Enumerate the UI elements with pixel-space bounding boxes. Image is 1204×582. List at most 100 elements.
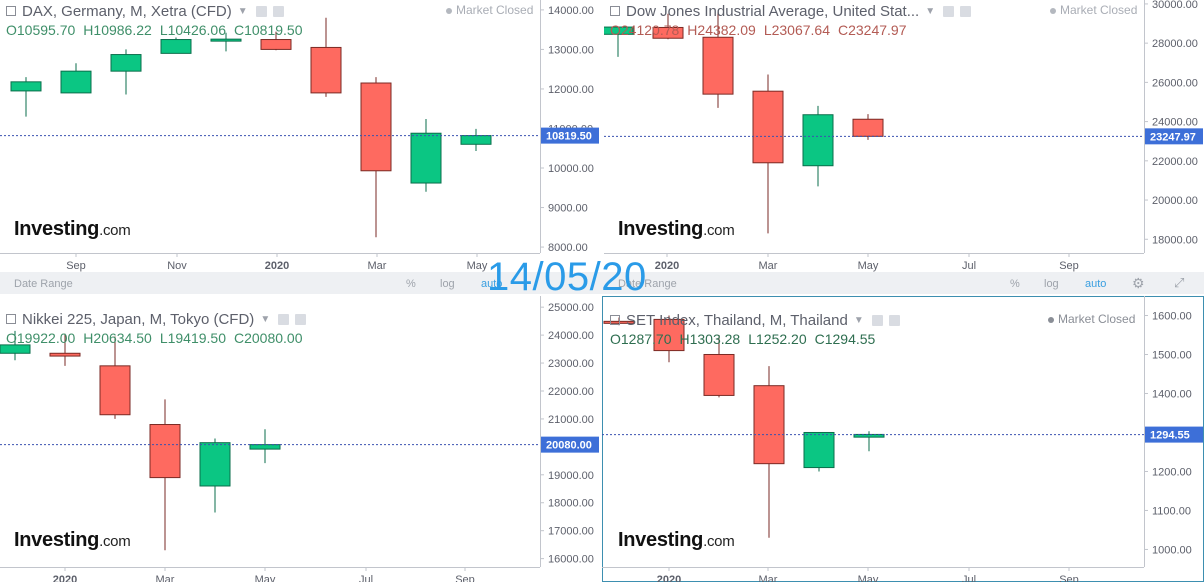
auto-toggle[interactable]: auto [1085,278,1107,290]
chart-svg-set[interactable]: 1000.001100.001200.001300.001400.001500.… [602,296,1204,582]
y-tick-label: 22000.00 [1152,156,1198,168]
ohlc-open: O19922.00 [6,330,76,346]
chart-title[interactable]: Nikkei 225, Japan, M, Tokyo (CFD) [22,310,255,328]
close-icon[interactable] [888,314,900,326]
x-tick-label: Sep [455,574,475,582]
status-dot-icon [1048,316,1054,323]
y-tick-label: 28000.00 [1152,38,1198,50]
investing-logo: Investing.com [14,529,131,551]
close-icon[interactable] [272,5,284,17]
x-tick-label: Mar [368,260,387,272]
ohlc-readout: O19922.00 H20634.50 L19419.50 C20080.00 [6,330,311,346]
ohlc-low: L10426.06 [159,22,226,38]
candle-up [802,114,834,167]
x-tick-label: 2020 [657,574,681,582]
candle-down [49,352,81,357]
y-tick-label: 9000.00 [548,203,588,215]
investing-logo: Investing.com [14,218,131,240]
investing-logo: Investing.com [618,218,735,240]
chart-toolbar: Date Range % log auto Date Range % log a… [0,272,1204,294]
auto-toggle[interactable]: auto [481,278,503,290]
ohlc-high: H24382.09 [687,22,756,38]
settings-icon[interactable] [943,5,955,17]
chevron-down-icon[interactable]: ▼ [853,314,864,326]
chart-panel-nikkei[interactable]: 16000.0017000.0018000.0019000.0020000.00… [0,296,600,582]
y-tick-label: 1100.00 [1152,505,1191,517]
fullscreen-icon[interactable]: ⤢ [1174,275,1185,290]
y-tick-label: 1200.00 [1152,466,1192,478]
close-icon[interactable] [295,313,307,325]
y-tick-label: 18000.00 [548,498,594,510]
percent-toggle[interactable]: % [1010,278,1020,290]
log-toggle[interactable]: log [1044,278,1059,290]
gear-icon[interactable]: ⚙ [1132,275,1145,291]
candle-down [652,26,684,39]
chevron-down-icon[interactable]: ▼ [237,5,248,17]
market-status: Market Closed [446,3,533,17]
chart-title[interactable]: DAX, Germany, M, Xetra (CFD) [22,2,232,20]
chart-panel-dax[interactable]: 8000.009000.0010000.0011000.0012000.0013… [0,0,600,272]
status-dot-icon [446,7,452,14]
last-price-label: 23247.97 [1150,131,1196,143]
candle-down [260,39,292,50]
percent-toggle[interactable]: % [406,278,416,290]
ohlc-close: C1294.55 [814,331,876,347]
ohlc-close: C10819.50 [234,22,303,38]
candle-down [752,90,784,164]
y-tick-label: 19000.00 [548,470,594,482]
close-icon[interactable] [960,5,972,17]
candle-up [160,39,192,54]
date-range-button[interactable]: Date Range [618,278,677,290]
chevron-down-icon[interactable]: ▼ [260,313,271,325]
candle-up [853,433,885,438]
candle-up [210,38,242,42]
candle-up [410,132,442,184]
x-tick-label: Nov [167,260,187,272]
x-tick-label: Sep [1059,574,1079,582]
ohlc-open: O10595.70 [6,22,76,38]
candle-down [310,46,342,94]
market-status: Market Closed [1048,312,1135,326]
chart-panel-dji[interactable]: 18000.00 20000.00 22000.00 24000.00 26000.00… [604,0,1204,272]
y-tick-label: 26000.00 [1152,77,1198,89]
chart-panel-set[interactable]: 1000.001100.001200.001300.001400.001500.… [602,296,1204,582]
settings-icon[interactable] [871,314,883,326]
market-status: Market Closed [1050,3,1137,17]
chart-svg-dji[interactable]: 18000.00 20000.00 22000.00 24000.00 26000.00… [604,0,1204,272]
ohlc-low: L1252.20 [748,331,807,347]
chart-title[interactable]: Dow Jones Industrial Average, United Sta… [626,2,920,20]
ohlc-close: C23247.97 [838,22,907,38]
candle-down [702,36,734,95]
y-tick-label: 1400.00 [1152,388,1192,400]
log-toggle[interactable]: log [440,278,455,290]
last-price-tag [541,127,599,144]
collapse-icon[interactable] [6,314,16,324]
candle-up [249,444,281,450]
chart-svg-dax[interactable]: 8000.009000.0010000.0011000.0012000.0013… [0,0,600,272]
collapse-icon[interactable] [610,315,620,325]
x-tick-label: 2020 [53,574,77,582]
ohlc-high: H10986.22 [83,22,152,38]
y-tick-label: 1600.00 [1152,310,1192,322]
date-range-button[interactable]: Date Range [14,278,73,290]
ohlc-low: L23067.64 [763,22,830,38]
candle-up [10,81,42,92]
chart-svg-nikkei[interactable]: 16000.0017000.0018000.0019000.0020000.00… [0,296,600,582]
collapse-icon[interactable] [610,6,620,16]
candle-down [753,385,785,465]
x-tick-label: Sep [66,260,86,272]
last-price-tag [541,436,599,453]
x-tick-label: 2020 [655,260,679,272]
y-tick-label: 14000.00 [548,5,594,17]
y-tick-label: 20000.00 [1152,195,1198,207]
chevron-down-icon[interactable]: ▼ [925,5,936,17]
chart-title[interactable]: SET Index, Thailand, M, Thailand [626,311,848,329]
ohlc-high: H20634.50 [83,330,152,346]
y-tick-label: 18000.00 [1152,234,1198,246]
collapse-icon[interactable] [6,6,16,16]
last-price-label: 20080.00 [546,440,592,452]
x-tick-label: May [858,260,879,272]
settings-icon[interactable] [255,5,267,17]
x-tick-label: Jul [962,574,976,582]
settings-icon[interactable] [278,313,290,325]
